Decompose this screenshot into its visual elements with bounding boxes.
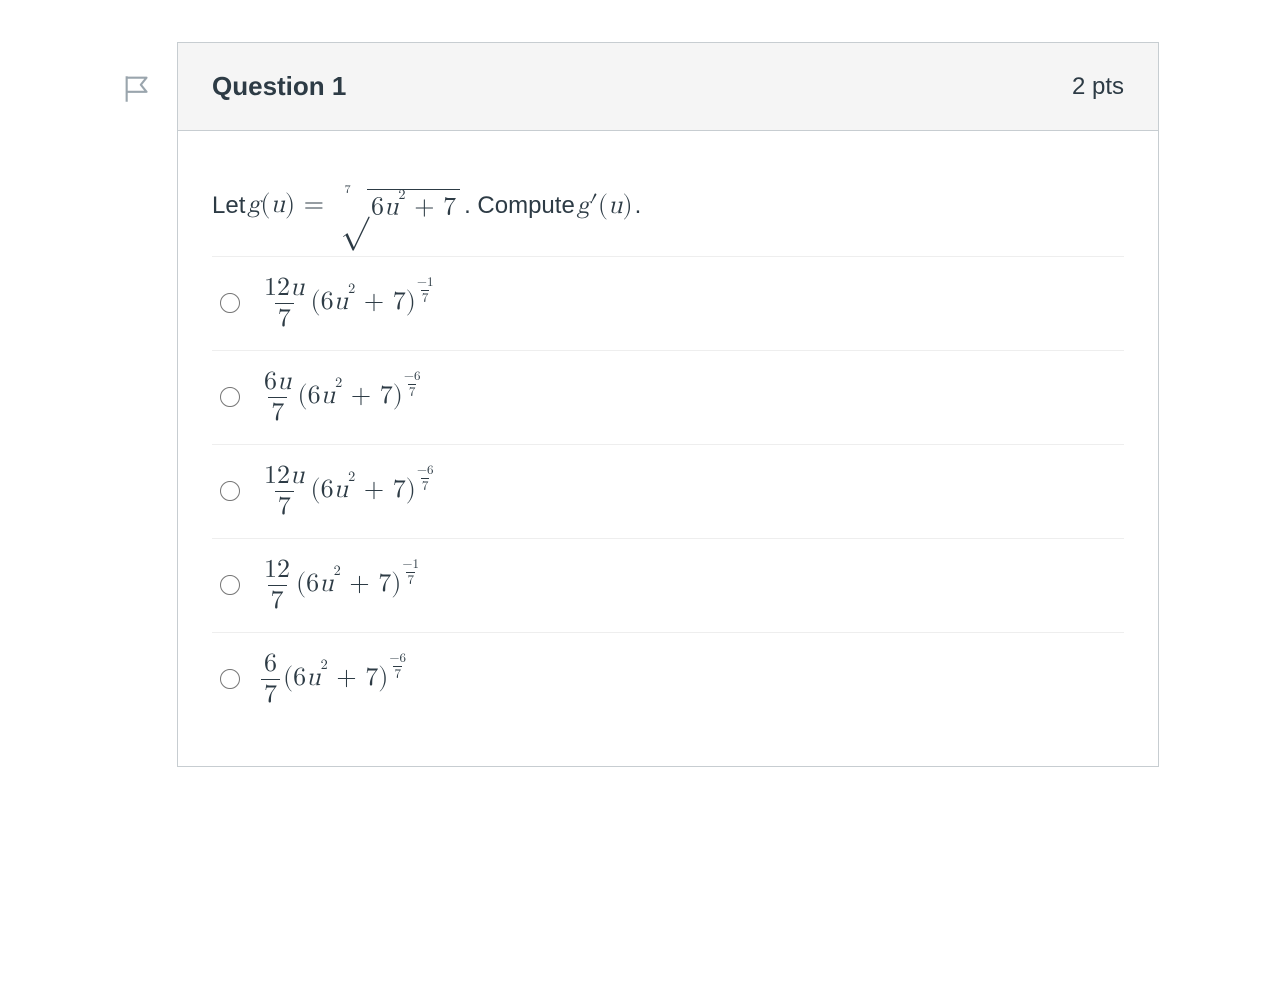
flag-icon[interactable]: [121, 72, 155, 106]
prompt-equation: g(u) = 7 √ 6u2 + 7: [247, 189, 462, 224]
radical-icon: √: [341, 191, 369, 225]
answer-option[interactable]: 127(6u2 + 7)−17: [212, 539, 1124, 633]
answer-expression: 6u7(6u2 + 7)−67: [258, 369, 421, 426]
answer-radio[interactable]: [220, 387, 240, 407]
answer-list: 12u7(6u2 + 7)−17 6u7(6u2 + 7)−67 12u7(6u2 …: [212, 256, 1124, 726]
question-header: Question 1 2 pts: [178, 43, 1158, 131]
question-title: Question 1: [212, 71, 346, 102]
question-card: Question 1 2 pts Let g(u) = 7 √ 6u2 + 7 …: [177, 42, 1159, 767]
answer-option[interactable]: 12u7(6u2 + 7)−17: [212, 257, 1124, 351]
quiz-stage: Question 1 2 pts Let g(u) = 7 √ 6u2 + 7 …: [0, 0, 1278, 982]
prompt-compute: . Compute: [464, 192, 575, 220]
root-expression: 7 √ 6u2 + 7: [335, 189, 460, 224]
answer-option[interactable]: 12u7(6u2 + 7)−67: [212, 445, 1124, 539]
answer-radio[interactable]: [220, 293, 240, 313]
answer-option[interactable]: 67(6u2 + 7)−67: [212, 633, 1124, 726]
answer-expression: 12u7(6u2 + 7)−17: [258, 275, 434, 332]
prompt-target: g′(u): [577, 191, 633, 222]
answer-option[interactable]: 6u7(6u2 + 7)−67: [212, 351, 1124, 445]
answer-radio[interactable]: [220, 669, 240, 689]
answer-radio[interactable]: [220, 481, 240, 501]
prompt-trail: .: [635, 192, 642, 220]
answer-radio[interactable]: [220, 575, 240, 595]
question-body: Let g(u) = 7 √ 6u2 + 7 . Compute g′(u) .: [178, 131, 1158, 766]
answer-expression: 127(6u2 + 7)−17: [258, 557, 420, 614]
question-points: 2 pts: [1072, 73, 1124, 101]
question-prompt: Let g(u) = 7 √ 6u2 + 7 . Compute g′(u) .: [212, 189, 1124, 224]
answer-expression: 12u7(6u2 + 7)−67: [258, 463, 434, 520]
answer-expression: 67(6u2 + 7)−67: [258, 651, 407, 708]
prompt-let: Let: [212, 192, 245, 220]
